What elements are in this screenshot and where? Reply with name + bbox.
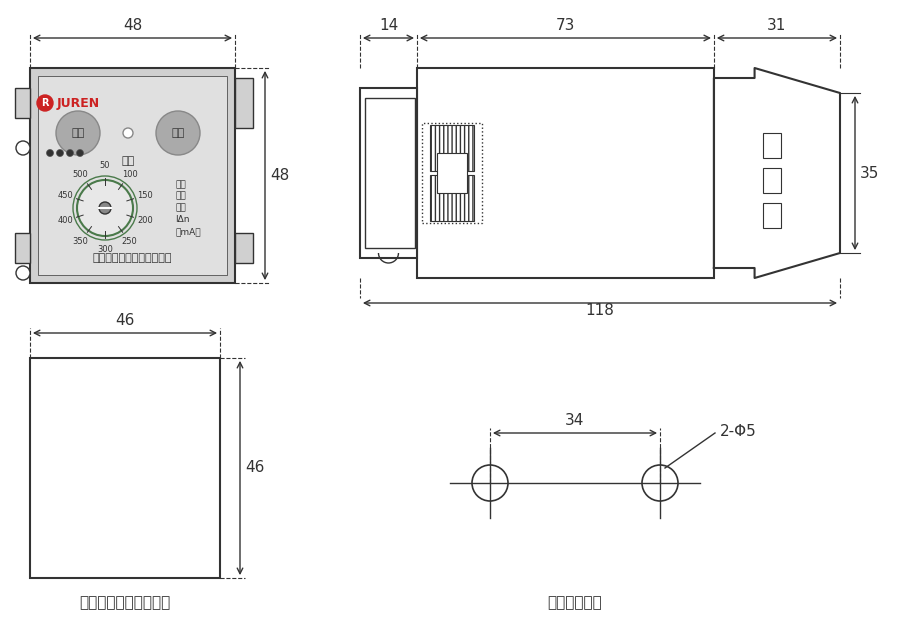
Text: 复位: 复位 <box>71 128 85 138</box>
Text: 46: 46 <box>115 313 135 328</box>
Bar <box>15 233 30 263</box>
Circle shape <box>16 141 30 155</box>
Text: 250: 250 <box>122 237 138 246</box>
Text: 14: 14 <box>379 18 398 33</box>
Circle shape <box>47 149 53 156</box>
Text: 500: 500 <box>72 170 88 179</box>
Circle shape <box>73 176 137 240</box>
Text: 2-Φ5: 2-Φ5 <box>720 424 757 438</box>
Circle shape <box>99 202 111 214</box>
Bar <box>762 168 780 193</box>
Text: 试验: 试验 <box>171 128 184 138</box>
Circle shape <box>57 149 64 156</box>
Text: 400: 400 <box>58 216 73 225</box>
Text: JUREN: JUREN <box>57 96 100 110</box>
Bar <box>365 98 415 248</box>
Text: 100: 100 <box>122 170 138 179</box>
Bar <box>422 123 482 223</box>
Text: 200: 200 <box>137 216 153 225</box>
Text: 46: 46 <box>245 461 265 475</box>
Text: 48: 48 <box>123 18 142 33</box>
Circle shape <box>123 128 133 138</box>
Text: 350: 350 <box>72 237 88 246</box>
Bar <box>762 203 780 228</box>
Circle shape <box>77 180 133 236</box>
Bar <box>235 233 253 263</box>
Text: 73: 73 <box>555 18 575 33</box>
Circle shape <box>642 465 678 501</box>
Bar <box>235 78 253 128</box>
Circle shape <box>76 149 84 156</box>
FancyBboxPatch shape <box>30 68 235 283</box>
Text: 嵌入式面板开孔尺寸图: 嵌入式面板开孔尺寸图 <box>79 595 171 611</box>
Text: 35: 35 <box>860 165 879 181</box>
Text: 固定式尺寸图: 固定式尺寸图 <box>547 595 602 611</box>
Bar <box>417 68 714 278</box>
Text: 34: 34 <box>565 413 585 428</box>
Text: 上海聚仁电力科技有限公司: 上海聚仁电力科技有限公司 <box>93 253 172 263</box>
Text: 48: 48 <box>270 168 289 183</box>
Text: 300: 300 <box>97 246 112 255</box>
Text: 漏电
动作
电流
IΔn
（mA）: 漏电 动作 电流 IΔn （mA） <box>175 180 201 236</box>
Bar <box>360 88 417 258</box>
Bar <box>436 153 467 193</box>
Text: 31: 31 <box>768 18 787 33</box>
Text: 150: 150 <box>137 191 153 200</box>
Circle shape <box>156 111 200 155</box>
Circle shape <box>37 95 53 111</box>
Circle shape <box>67 149 74 156</box>
Bar <box>30 358 220 578</box>
Text: 450: 450 <box>58 191 73 200</box>
Circle shape <box>56 111 100 155</box>
Bar <box>430 125 474 171</box>
Bar <box>15 88 30 118</box>
Text: 50: 50 <box>100 161 110 170</box>
Circle shape <box>16 266 30 280</box>
Text: R: R <box>41 98 49 108</box>
Circle shape <box>472 465 508 501</box>
Bar <box>38 76 227 275</box>
Text: 动作: 动作 <box>122 156 135 166</box>
Text: 118: 118 <box>586 303 615 318</box>
Bar <box>762 133 780 158</box>
Bar <box>430 175 474 221</box>
